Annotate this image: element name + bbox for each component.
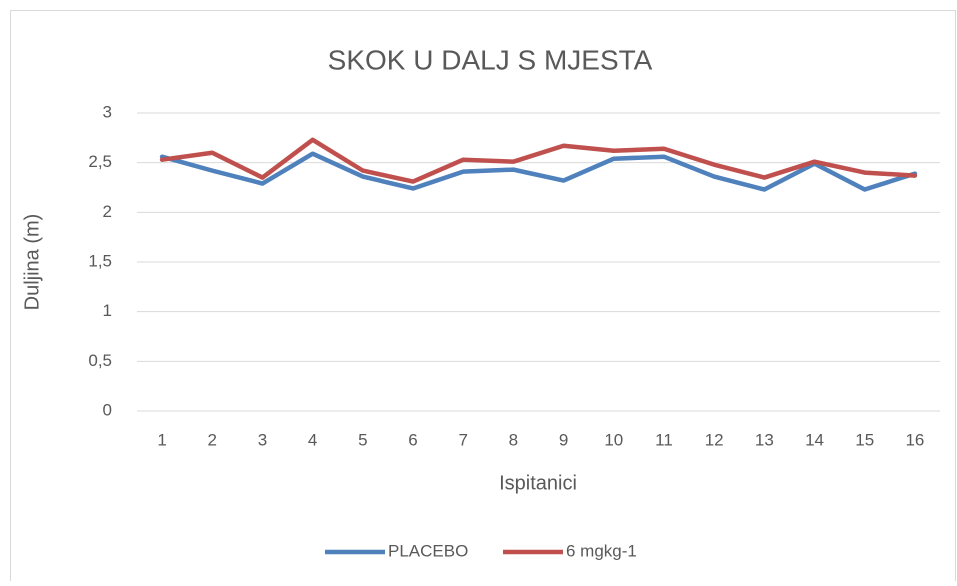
- x-tick-label: 6: [408, 430, 417, 449]
- x-tick-label: 7: [458, 430, 467, 449]
- y-axis-label: Duljina (m): [21, 214, 43, 311]
- y-tick-label: 2: [103, 202, 112, 221]
- x-tick-label: 10: [604, 430, 623, 449]
- data-line: [159, 151, 918, 192]
- x-tick-label: 13: [755, 430, 774, 449]
- x-tick-label: 14: [805, 430, 824, 449]
- y-tick-label: 2,5: [88, 152, 112, 171]
- legend-label: PLACEBO: [388, 541, 468, 560]
- x-tick-label: 16: [905, 430, 924, 449]
- chart-frame: [10, 10, 956, 586]
- x-tick-label: 11: [655, 430, 673, 449]
- legend-label: 6 mgkg-1: [566, 541, 637, 560]
- data-line: [159, 137, 918, 184]
- x-tick-label: 2: [208, 430, 217, 449]
- y-tick-label: 3: [103, 102, 112, 121]
- y-tick-label: 1: [103, 301, 112, 320]
- x-tick-label: 3: [258, 430, 267, 449]
- x-tick-label: 4: [308, 430, 317, 449]
- x-tick-label: 5: [358, 430, 367, 449]
- chart-title: SKOK U DALJ S MJESTA: [328, 44, 653, 75]
- x-axis-label: Ispitanici: [499, 472, 577, 494]
- y-tick-label: 0: [103, 400, 112, 419]
- y-tick-label: 1,5: [88, 251, 112, 270]
- x-tick-label: 1: [157, 430, 166, 449]
- y-tick-label: 0,5: [88, 351, 112, 370]
- x-tick-label: 8: [509, 430, 518, 449]
- x-tick-label: 15: [855, 430, 874, 449]
- x-tick-label: 12: [705, 430, 724, 449]
- x-tick-label: 9: [559, 430, 568, 449]
